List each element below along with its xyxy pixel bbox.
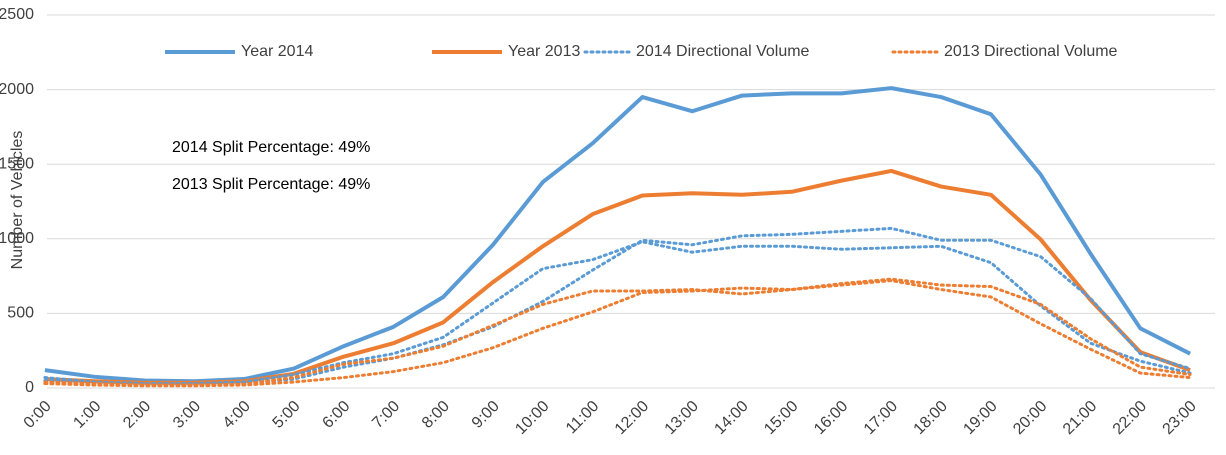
x-tick-label: 5:00 — [270, 398, 304, 432]
y-tick-label: 0 — [25, 379, 34, 396]
x-tick-label: 23:00 — [1160, 398, 1200, 438]
x-tick-label: 15:00 — [761, 398, 801, 438]
y-axis-title: Number of Vehicles — [9, 131, 26, 270]
x-tick-label: 9:00 — [469, 398, 503, 432]
x-tick-label: 13:00 — [662, 398, 702, 438]
x-tick-label: 10:00 — [512, 398, 552, 438]
x-tick-label: 20:00 — [1010, 398, 1050, 438]
x-tick-label: 1:00 — [70, 398, 104, 432]
annotation: 2014 Split Percentage: 49% — [172, 139, 370, 156]
x-tick-label: 7:00 — [369, 398, 403, 432]
line — [44, 168, 1191, 385]
y-tick-label: 2000 — [0, 81, 34, 98]
y-tick-label: 2500 — [0, 6, 34, 23]
x-tick-label: 0:00 — [21, 398, 55, 432]
x-tick-label: 16:00 — [811, 398, 851, 438]
y-tick-label: 500 — [7, 305, 34, 322]
legend-label: 2013 Directional Volume — [944, 43, 1118, 60]
x-tick-label: 2:00 — [120, 398, 154, 432]
y-tick-label: 1500 — [0, 155, 34, 172]
directional-line — [43, 279, 1192, 388]
x-tick-label: 22:00 — [1110, 398, 1150, 438]
x-tick-label: 18:00 — [911, 398, 951, 438]
directional-line — [43, 277, 1192, 387]
legend-label: Year 2014 — [241, 43, 313, 60]
x-tick-label: 8:00 — [419, 398, 453, 432]
x-tick-label: 6:00 — [319, 398, 353, 432]
line — [44, 86, 1192, 384]
y-tick-label: 1000 — [0, 230, 34, 247]
x-tick-label: 4:00 — [220, 398, 254, 432]
directional-line — [43, 240, 1192, 386]
x-tick-label: 17:00 — [861, 398, 901, 438]
x-tick-label: 21:00 — [1060, 398, 1100, 438]
x-tick-label: 11:00 — [563, 398, 603, 438]
annotation: 2013 Split Percentage: 49% — [172, 176, 370, 193]
x-tick-label: 19:00 — [960, 398, 1000, 438]
x-tick-label: 12:00 — [612, 398, 652, 438]
x-tick-label: 3:00 — [170, 398, 204, 432]
legend-label: 2014 Directional Volume — [636, 43, 810, 60]
x-tick-label: 14:00 — [711, 398, 751, 438]
legend-label: Year 2013 — [508, 43, 580, 60]
